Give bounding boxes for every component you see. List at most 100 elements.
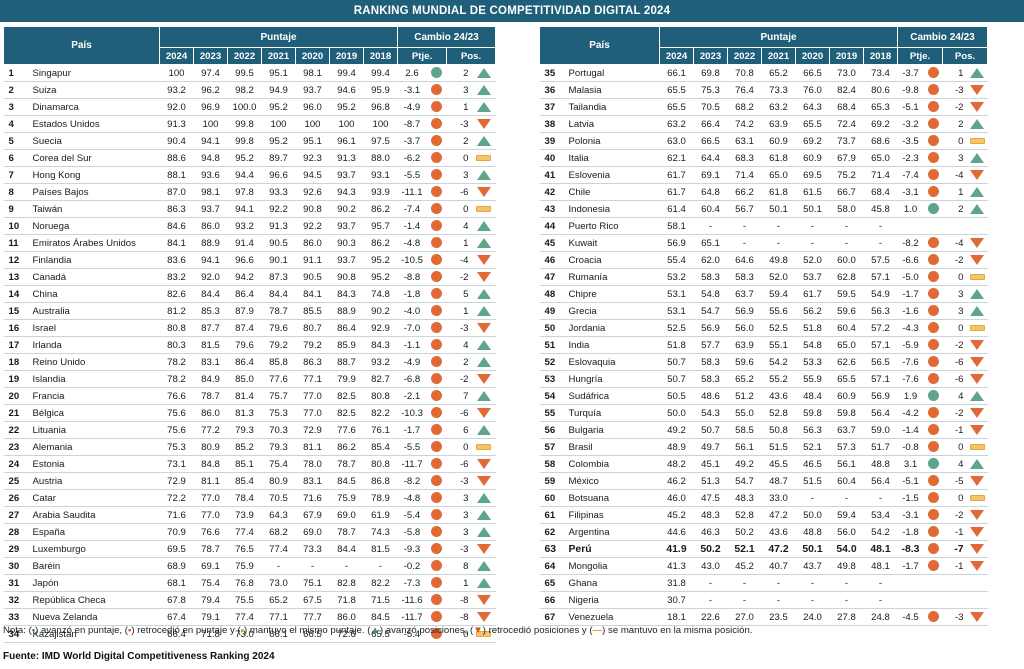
score-cell: - xyxy=(829,489,864,507)
score-cell: 69.2 xyxy=(795,132,830,150)
score-cell: 53.4 xyxy=(863,506,898,524)
score-cell: 69.1 xyxy=(193,557,228,575)
score-cell: 63.2 xyxy=(659,115,694,133)
rank-cell: 52 xyxy=(539,353,565,371)
score-change-indicator xyxy=(426,523,447,541)
red-dot-icon xyxy=(927,254,939,266)
score-cell: 76.6 xyxy=(159,387,194,405)
down-arrow-icon xyxy=(476,118,491,129)
score-cell: 71.6 xyxy=(159,506,194,524)
score-change-cell: -1.7 xyxy=(397,421,427,439)
score-cell: - xyxy=(829,217,864,235)
score-cell: 97.4 xyxy=(193,64,228,82)
red-dot-icon xyxy=(927,611,939,623)
header-year: 2024 xyxy=(159,47,194,65)
score-cell: - xyxy=(829,574,864,592)
score-cell: 58.1 xyxy=(659,217,694,235)
country-cell: Bélgica xyxy=(28,404,160,422)
score-cell: 79.6 xyxy=(227,336,262,354)
down-arrow-icon xyxy=(970,560,984,571)
header-year: 2020 xyxy=(295,47,330,65)
score-change-indicator xyxy=(426,183,447,201)
country-cell: Polonia xyxy=(564,132,660,150)
score-cell: 73.3 xyxy=(761,81,796,99)
table-row: 40 Italia 62.1 64.4 68.3 61.8 60.9 67.9 65.0 -2.3… xyxy=(539,149,988,167)
table-row: 47 Rumanía 53.2 58.3 58.3 52.0 53.7 62.8 57.1 -5.… xyxy=(539,268,988,286)
header-ptje: Ptje. xyxy=(397,47,447,65)
score-cell: 52.5 xyxy=(659,319,694,337)
score-cell: - xyxy=(761,591,796,609)
down-arrow-icon xyxy=(970,543,984,554)
red-dot-icon xyxy=(927,67,939,79)
score-cell: 65.1 xyxy=(693,234,728,252)
score-change-indicator xyxy=(923,319,943,337)
score-cell: - xyxy=(363,557,398,575)
table-row: 65 Ghana 31.8- - - - - - xyxy=(539,574,988,592)
position-change-indicator xyxy=(966,404,988,422)
position-change-indicator xyxy=(471,132,496,150)
position-change-cell: 3 xyxy=(942,302,967,320)
score-cell: 94.6 xyxy=(329,81,364,99)
position-change-indicator xyxy=(966,319,988,337)
table-row: 53 Hungría 50.7 58.3 65.2 55.2 55.9 65.5 57.1 -7.… xyxy=(539,370,988,388)
score-cell: - xyxy=(761,574,796,592)
position-change-cell: -2 xyxy=(942,506,967,524)
dash-icon xyxy=(969,324,985,331)
score-cell: 65.0 xyxy=(829,336,864,354)
score-cell: 78.2 xyxy=(159,370,194,388)
score-cell: 43.6 xyxy=(761,387,796,405)
score-cell: 76.4 xyxy=(727,81,762,99)
header-year: 2022 xyxy=(227,47,262,65)
score-cell: 59.8 xyxy=(795,404,830,422)
score-cell: 92.0 xyxy=(193,268,228,286)
rank-cell: 66 xyxy=(539,591,565,609)
score-cell: 93.9 xyxy=(363,183,398,201)
score-change-indicator xyxy=(426,64,447,82)
score-change-cell: -5.4 xyxy=(397,625,427,643)
score-cell: 59.6 xyxy=(727,353,762,371)
rank-cell: 3 xyxy=(3,98,29,116)
score-cell: 48.3 xyxy=(727,489,762,507)
score-change-cell: -5.1 xyxy=(897,472,924,490)
score-cell: 56.9 xyxy=(727,302,762,320)
table-row: 66 Nigeria 30.7- - - - - - xyxy=(539,591,988,609)
score-change-cell: -1.7 xyxy=(897,285,924,303)
score-change-cell: -11.1 xyxy=(397,183,427,201)
table-row: 18 Reino Unido 78.2 83.1 86.4 85.8 86.3 88.7 93.… xyxy=(3,353,496,371)
score-change-indicator xyxy=(426,166,447,184)
score-cell: 77.0 xyxy=(295,404,330,422)
score-cell: 81.5 xyxy=(193,336,228,354)
score-cell: 86.4 xyxy=(227,285,262,303)
position-change-indicator xyxy=(471,81,496,99)
up-arrow-icon xyxy=(476,390,491,401)
score-cell: 49.2 xyxy=(727,455,762,473)
score-cell: 70.8 xyxy=(727,64,762,82)
score-cell: 44.6 xyxy=(659,523,694,541)
score-change-indicator xyxy=(923,455,943,473)
country-cell: Italia xyxy=(564,149,660,167)
score-cell: 52.5 xyxy=(761,319,796,337)
score-change-cell: -3.1 xyxy=(397,81,427,99)
score-cell: 94.9 xyxy=(261,81,296,99)
red-dot-icon xyxy=(927,543,939,555)
position-change-cell: 0 xyxy=(942,489,967,507)
table-row: 21 Bélgica 75.6 86.0 81.3 75.3 77.0 82.5 82.2 -10… xyxy=(3,404,496,422)
rank-cell: 46 xyxy=(539,251,565,269)
score-cell: 94.1 xyxy=(193,132,228,150)
score-cell: 50.7 xyxy=(659,353,694,371)
table-row: 63 Perú 41.9 50.2 52.1 47.2 50.1 54.0 48.1 -8.3 -7 xyxy=(539,540,988,558)
score-cell: 57.1 xyxy=(863,268,898,286)
position-change-indicator xyxy=(966,455,988,473)
score-cell: 75.9 xyxy=(329,489,364,507)
score-cell: 98.2 xyxy=(227,81,262,99)
header-year: 2021 xyxy=(261,47,296,65)
rank-cell: 26 xyxy=(3,489,29,507)
position-change-cell: 1 xyxy=(446,234,472,252)
score-cell: 51.3 xyxy=(693,472,728,490)
score-cell: 96.0 xyxy=(295,98,330,116)
score-cell: 67.9 xyxy=(295,506,330,524)
score-cell: 78.9 xyxy=(363,489,398,507)
score-cell: 68.6 xyxy=(863,132,898,150)
position-change-indicator xyxy=(966,540,988,558)
down-arrow-icon xyxy=(476,322,491,333)
